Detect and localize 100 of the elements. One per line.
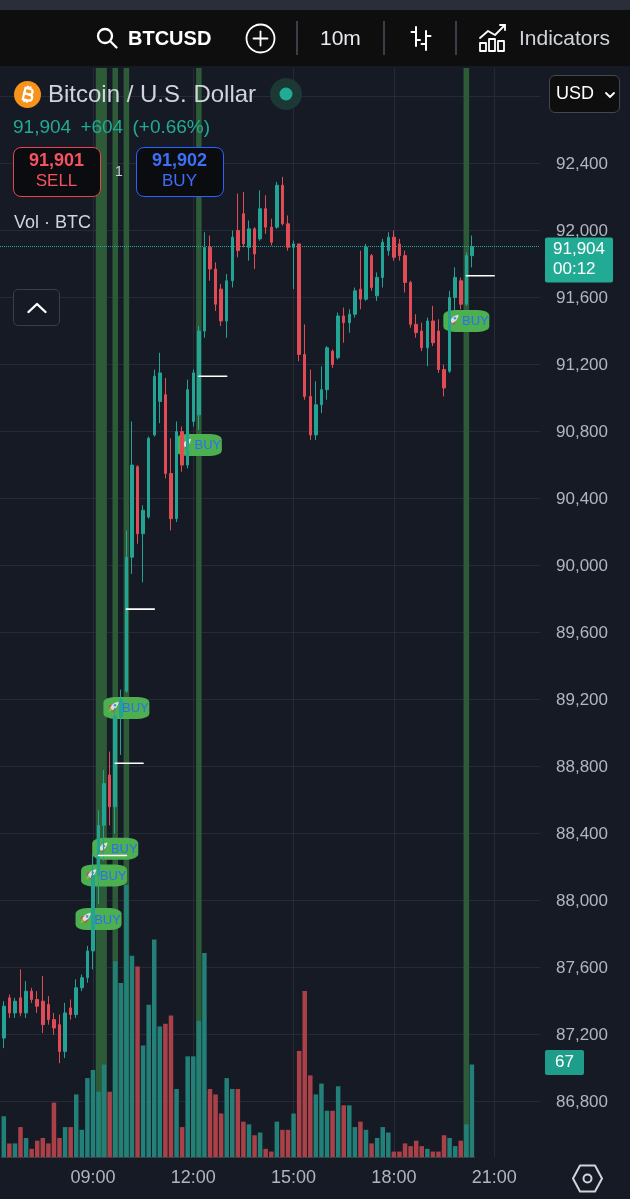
candlestick bbox=[320, 365, 323, 414]
candlestick bbox=[175, 421, 178, 523]
candlestick bbox=[52, 1012, 56, 1036]
bar bbox=[291, 1113, 296, 1157]
annotation: BUY bbox=[194, 437, 222, 453]
candlestick bbox=[164, 377, 167, 479]
candlestick bbox=[459, 276, 463, 310]
bar bbox=[330, 1110, 335, 1157]
annotation: 1 bbox=[115, 161, 123, 181]
text: Indicators bbox=[519, 25, 611, 52]
candlestick bbox=[147, 436, 150, 520]
candlestick bbox=[8, 993, 11, 1019]
candlestick bbox=[180, 426, 184, 473]
candlestick bbox=[2, 1000, 6, 1049]
text: Bitcoin / U.S. Dollar bbox=[48, 79, 257, 110]
candlestick bbox=[169, 437, 173, 531]
candlestick bbox=[125, 529, 128, 694]
candlestick bbox=[136, 464, 139, 545]
candlestick bbox=[41, 975, 45, 1034]
candlestick bbox=[141, 504, 145, 583]
candlestick bbox=[225, 273, 228, 339]
candlestick bbox=[236, 193, 240, 258]
candlestick bbox=[102, 769, 106, 861]
y-tick-label: 91,200 bbox=[556, 355, 608, 375]
y-tick-label: 90,000 bbox=[556, 556, 608, 576]
candlestick bbox=[275, 181, 279, 230]
candlestick bbox=[113, 707, 117, 835]
bar bbox=[135, 966, 140, 1157]
candlestick bbox=[69, 999, 72, 1021]
y-tick-label: 91,600 bbox=[556, 288, 608, 308]
y-tick-label: 92,000 bbox=[556, 221, 608, 241]
candlestick bbox=[370, 253, 373, 292]
candlestick bbox=[281, 176, 284, 226]
candlestick bbox=[448, 290, 451, 374]
text: 91,904 +604 (+0.66%) bbox=[13, 114, 211, 139]
candlestick bbox=[286, 214, 290, 252]
bar bbox=[12, 1143, 18, 1157]
candlestick bbox=[297, 243, 301, 362]
text: 10m bbox=[320, 25, 361, 52]
bar bbox=[341, 1105, 346, 1157]
annotation: BUY bbox=[461, 313, 490, 329]
y-tick-label: 88,800 bbox=[556, 757, 608, 777]
candlestick bbox=[24, 980, 28, 1019]
x-tick-label: 21:00 bbox=[471, 1167, 517, 1187]
bar bbox=[68, 1127, 73, 1157]
x-tick-label: 15:00 bbox=[271, 1167, 317, 1187]
candlestick bbox=[403, 250, 407, 293]
currency-dropdown: USD bbox=[549, 75, 620, 113]
bar bbox=[369, 1143, 374, 1157]
text: BTCUSD bbox=[128, 26, 212, 51]
candlestick bbox=[264, 194, 267, 235]
y-tick-label: 89,200 bbox=[556, 690, 608, 710]
candlestick bbox=[19, 968, 22, 1017]
candlestick bbox=[86, 945, 89, 984]
candlestick bbox=[74, 978, 78, 1019]
x-tick-label: 18:00 bbox=[371, 1167, 417, 1187]
sell-button: 91,901 SELL bbox=[13, 147, 101, 197]
candlestick bbox=[398, 238, 401, 262]
candlestick bbox=[375, 271, 379, 302]
candlestick bbox=[63, 1002, 67, 1059]
buy-button: 91,902 BUY bbox=[136, 147, 224, 197]
candlestick bbox=[91, 853, 95, 970]
y-tick-label: 92,400 bbox=[556, 154, 608, 173]
candlestick bbox=[219, 283, 223, 327]
candlestick bbox=[258, 189, 262, 242]
annotation: BUY bbox=[99, 867, 127, 883]
candlestick bbox=[158, 352, 162, 424]
candlestick bbox=[108, 751, 111, 826]
candlestick bbox=[80, 973, 84, 992]
candlestick bbox=[309, 369, 312, 441]
candlestick bbox=[97, 809, 100, 905]
candlestick bbox=[431, 305, 435, 347]
candlestick bbox=[442, 364, 446, 397]
y-tick-label: 89,600 bbox=[556, 623, 608, 643]
candlestick bbox=[130, 421, 134, 575]
candlestick bbox=[192, 369, 195, 428]
candlestick bbox=[392, 230, 396, 262]
candlestick bbox=[58, 1014, 61, 1064]
bar bbox=[252, 1135, 257, 1157]
y-tick-label: 90,800 bbox=[556, 422, 608, 442]
candlestick bbox=[303, 323, 306, 401]
candlestick bbox=[359, 250, 362, 310]
candlestick bbox=[414, 313, 418, 339]
y-tick-label: 86,800 bbox=[556, 1092, 608, 1112]
candlestick bbox=[465, 251, 468, 307]
candlestick bbox=[153, 369, 156, 438]
y-tick-label: 87,600 bbox=[556, 958, 608, 978]
candlestick bbox=[348, 308, 351, 334]
candlestick bbox=[437, 318, 440, 374]
candlestick bbox=[214, 261, 217, 312]
candlestick bbox=[409, 280, 412, 329]
annotation: Vol · BTC bbox=[14, 211, 92, 235]
bar bbox=[7, 1143, 12, 1157]
candlestick bbox=[253, 226, 256, 270]
candlestick bbox=[242, 191, 245, 248]
candlestick bbox=[325, 345, 329, 401]
bar bbox=[358, 1121, 363, 1157]
candlestick bbox=[35, 990, 39, 1014]
candlestick bbox=[331, 348, 334, 369]
y-tick-label: 87,200 bbox=[556, 1025, 608, 1045]
